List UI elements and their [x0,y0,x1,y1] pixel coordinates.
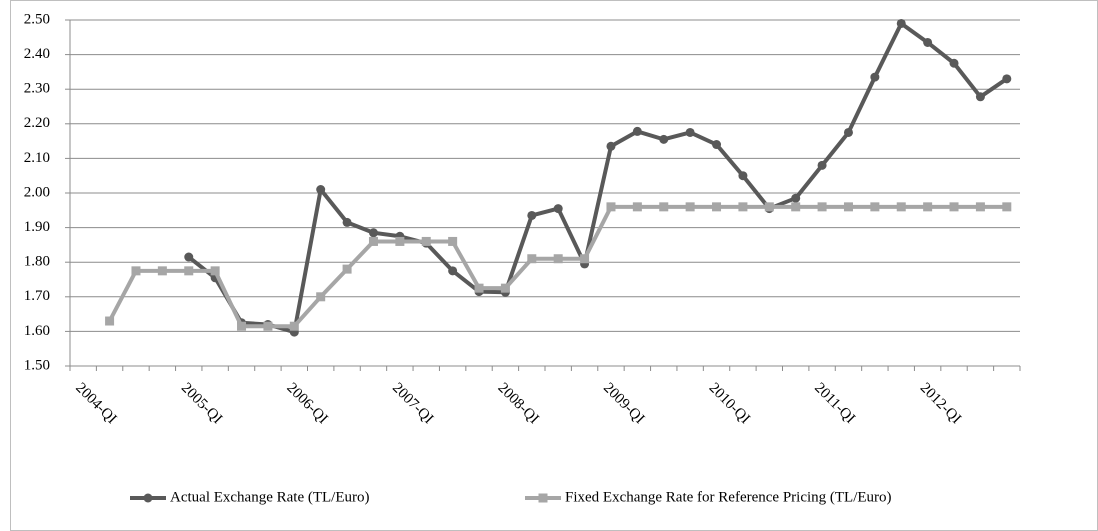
data-point [368,228,378,238]
data-point [448,236,458,246]
data-point [949,202,959,212]
data-point [949,58,959,68]
y-tick-label: 2.50 [24,11,50,27]
data-point [632,126,642,136]
data-point [131,266,141,276]
data-point [843,127,853,137]
data-point [1002,74,1012,84]
legend-marker [538,493,548,503]
data-point [738,171,748,181]
data-point [316,185,326,195]
data-point [975,202,985,212]
data-point [606,141,616,151]
data-point [712,202,722,212]
y-tick-label: 1.90 [24,219,50,235]
data-point [606,202,616,212]
data-point [791,202,801,212]
y-tick-label: 1.60 [24,323,50,339]
data-point [500,283,510,293]
data-point [685,127,695,137]
data-point [553,204,563,214]
data-point [342,264,352,274]
y-tick-label: 2.20 [24,115,50,131]
data-point [342,217,352,227]
legend-label: Fixed Exchange Rate for Reference Pricin… [565,489,892,505]
data-point [237,321,247,331]
y-tick-label: 2.10 [24,150,50,166]
data-point [368,236,378,246]
data-point [421,236,431,246]
data-point [289,321,299,331]
data-point [448,266,458,276]
data-point [210,266,220,276]
y-tick-label: 1.50 [24,357,50,373]
y-tick-label: 2.30 [24,81,50,97]
data-point [923,37,933,47]
data-point [316,292,326,302]
data-point [685,202,695,212]
data-point [527,210,537,220]
data-point [975,92,985,102]
data-point [632,202,642,212]
data-point [474,283,484,293]
data-point [527,254,537,264]
data-point [580,254,590,264]
data-point [896,202,906,212]
y-tick-label: 1.80 [24,254,50,270]
data-point [791,193,801,203]
data-point [184,266,194,276]
data-point [923,202,933,212]
data-point [870,72,880,82]
chart-frame [10,0,1098,531]
data-point [263,321,273,331]
data-point [817,202,827,212]
data-point [764,202,774,212]
y-tick-label: 2.40 [24,46,50,62]
y-tick-label: 2.00 [24,184,50,200]
data-point [896,18,906,28]
series-line [187,21,1008,335]
legend-marker [143,493,153,503]
data-point [659,202,669,212]
data-point [738,202,748,212]
data-point [184,252,194,262]
data-point [157,266,167,276]
data-point [817,160,827,170]
data-point [105,316,115,326]
data-point [843,202,853,212]
data-point [870,202,880,212]
data-point [659,134,669,144]
data-point [395,236,405,246]
data-point [1002,202,1012,212]
y-tick-label: 1.70 [24,288,50,304]
data-point [553,254,563,264]
legend-label: Actual Exchange Rate (TL/Euro) [170,489,370,505]
data-point [712,140,722,150]
